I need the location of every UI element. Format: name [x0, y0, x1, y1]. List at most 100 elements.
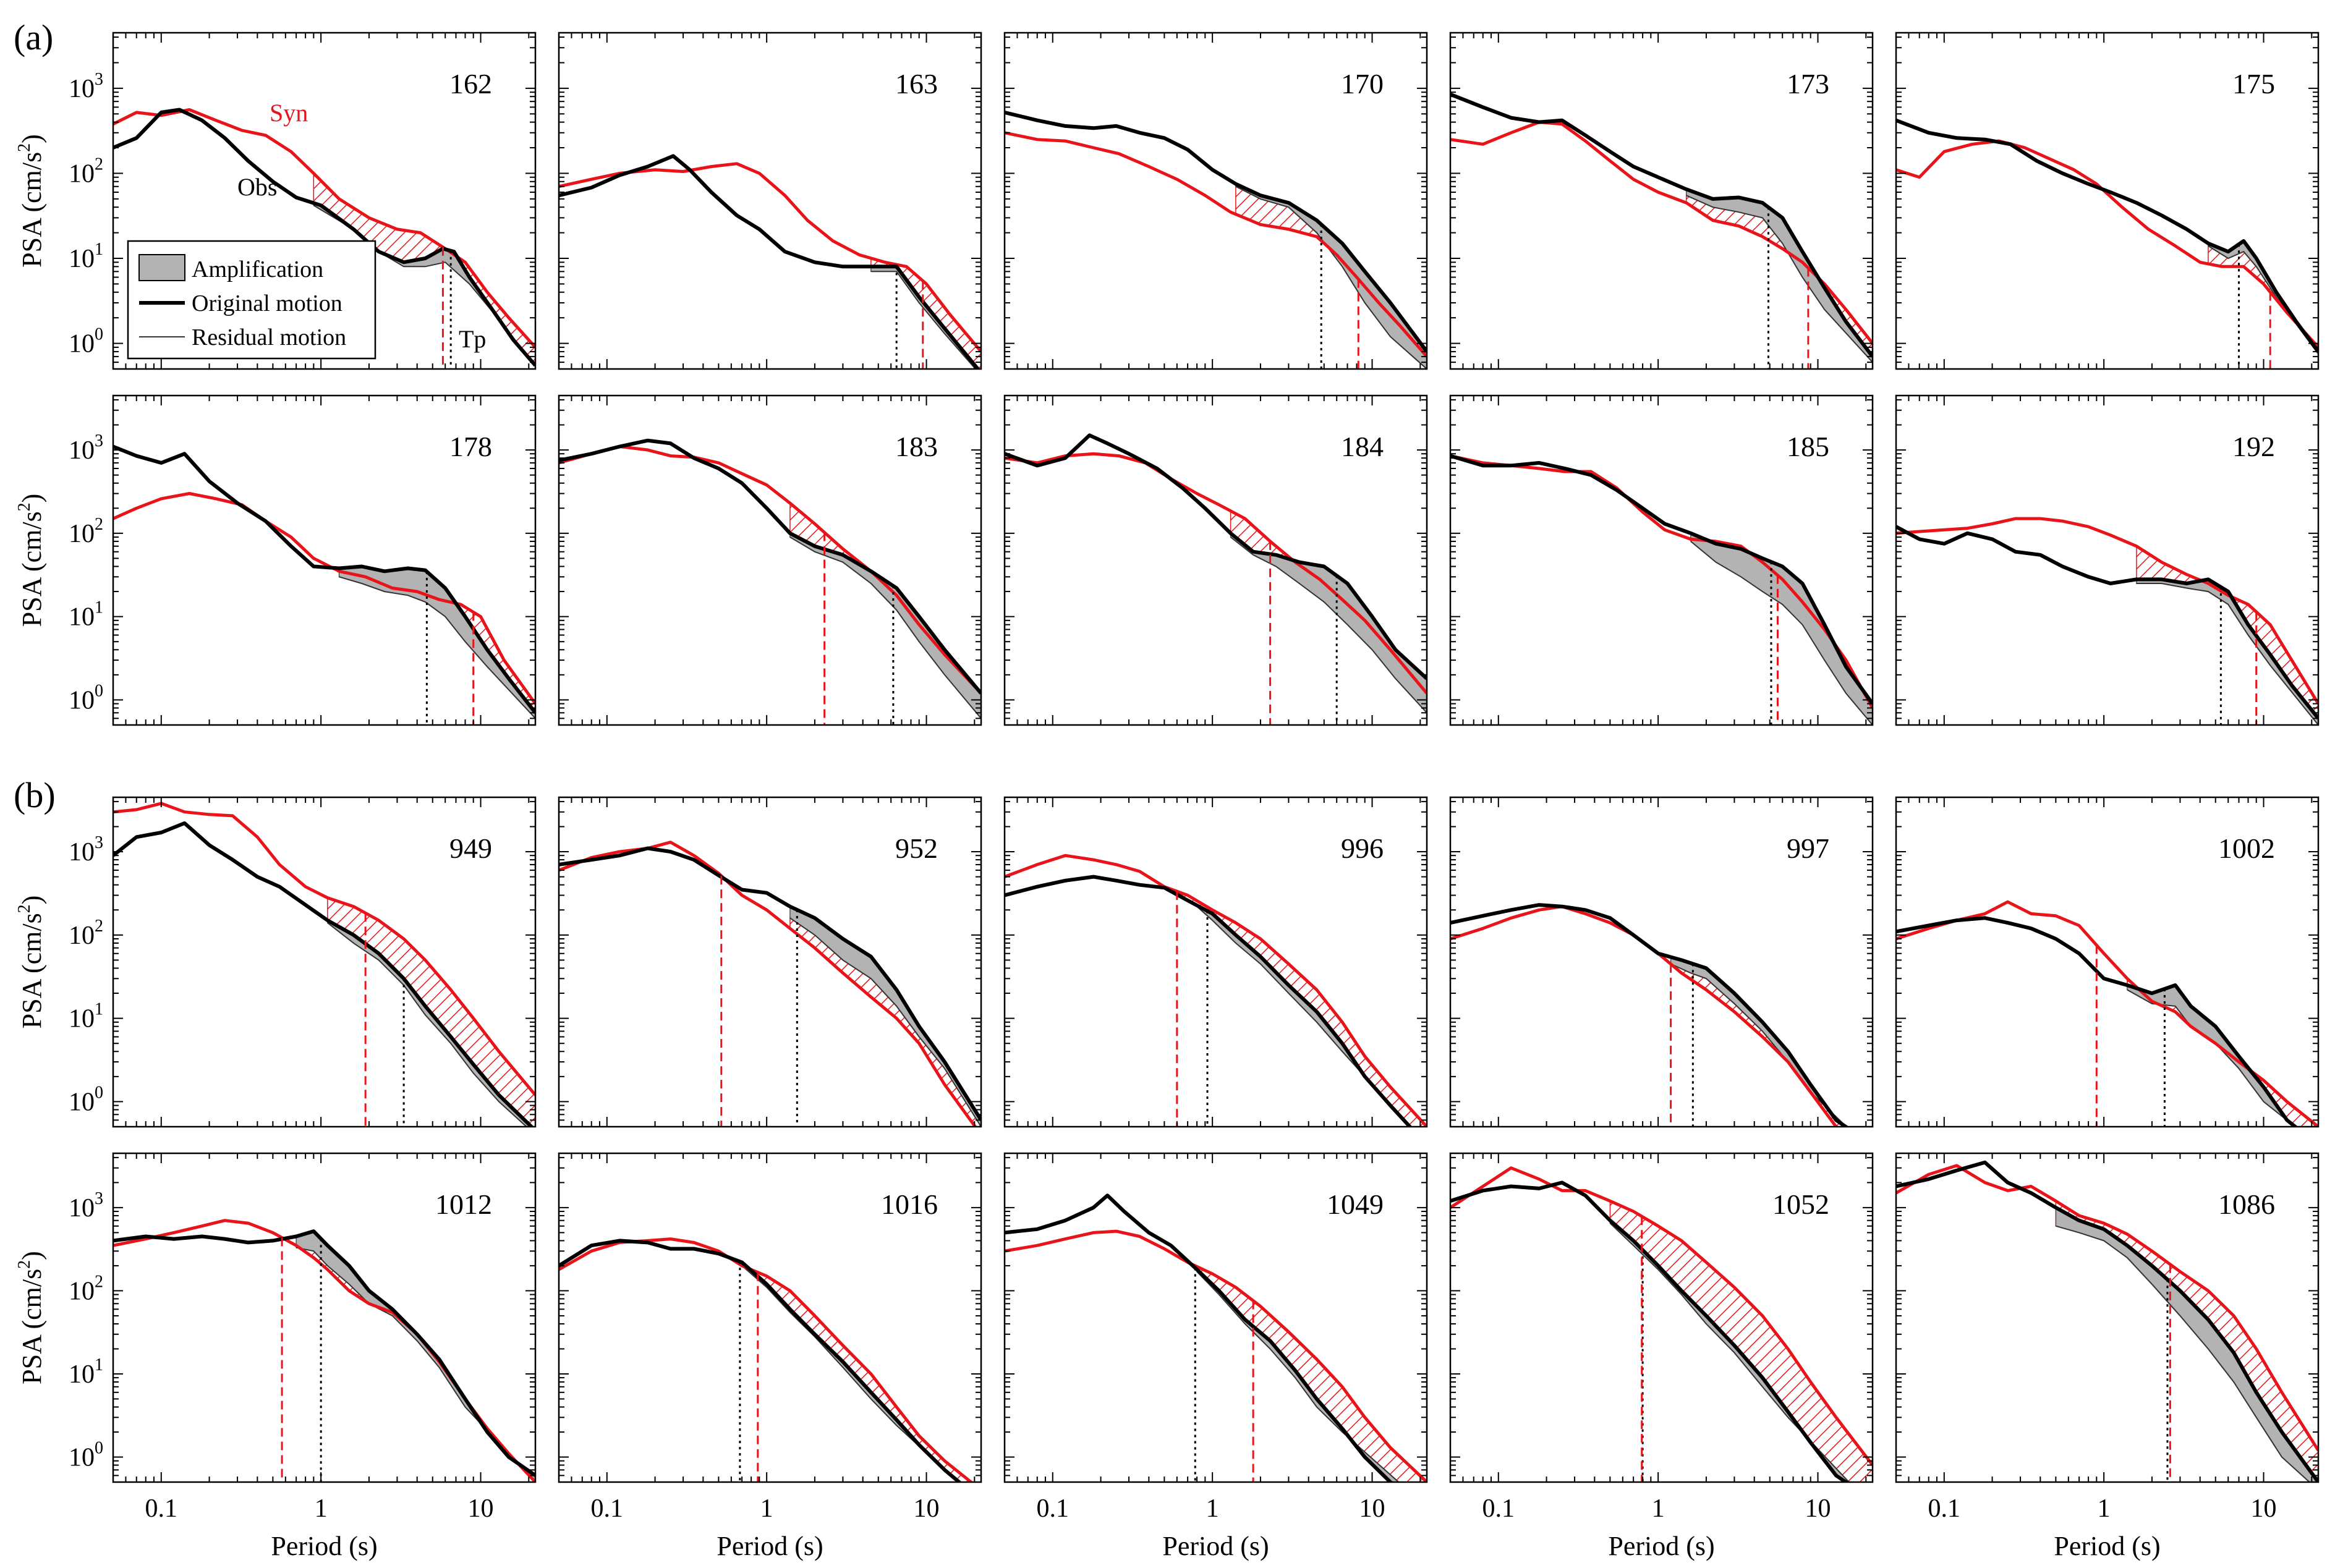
axes-frame-178	[112, 394, 537, 726]
residual-line-952	[789, 917, 981, 1127]
legend-amplification-swatch	[138, 254, 185, 281]
obs-line-173	[1450, 92, 1873, 358]
amplification-fill-178	[338, 566, 535, 719]
syn-line-997	[1450, 905, 1839, 1127]
residual-line-184	[1230, 536, 1427, 713]
x-tick-label: 10	[2251, 1494, 2277, 1523]
syn-line-175	[1896, 139, 2318, 349]
x-axis-label: Period (s)	[717, 1531, 823, 1561]
syn-residual-hatch-163	[870, 257, 981, 369]
x-tick-label: 1	[315, 1494, 328, 1523]
syn-line-952	[559, 841, 977, 1127]
panel-1012: 1012 100 101 102 103 PSA (cm/s2) 0.1 1 10 Period …	[15, 1152, 537, 1561]
residual-line-183	[789, 536, 981, 719]
amplification-fill-185	[1690, 532, 1873, 725]
panel-label-1052: 1052	[1772, 1189, 1829, 1220]
legend: Amplification Original motion Residual mot…	[127, 240, 376, 360]
axes-frame-162	[112, 32, 537, 370]
syn-residual-hatch-184	[1230, 510, 1427, 714]
y-tick-label: 103	[69, 1189, 103, 1223]
amplification-fill-1086	[2055, 1206, 2318, 1482]
panel-175: 175	[1895, 32, 2320, 370]
axes-frame-997	[1449, 796, 1874, 1128]
y-tick-label: 100	[69, 1438, 103, 1472]
obs-line-184	[1005, 433, 1427, 680]
obs-line-997	[1450, 903, 1849, 1127]
panel-label-192: 192	[2232, 431, 2275, 462]
axes-frame-163	[558, 32, 982, 370]
syn-line-173	[1450, 121, 1873, 345]
amplification-fill-996	[1176, 891, 1411, 1127]
panel-label-1049: 1049	[1327, 1189, 1384, 1220]
syn-line-949	[113, 802, 535, 1096]
x-tick-label: 10	[468, 1494, 494, 1523]
syn-line-1052	[1450, 1166, 1873, 1467]
syn-line-178	[113, 492, 535, 705]
obs-line-1016	[559, 1239, 963, 1482]
obs-line-185	[1450, 454, 1873, 705]
y-tick-label: 102	[69, 1272, 103, 1305]
obs-line-162	[113, 108, 535, 367]
panel-996: 996	[1003, 796, 1428, 1128]
axes-frame-952	[558, 796, 982, 1128]
x-tick-label: 1	[1652, 1494, 1665, 1523]
y-tick-label: 101	[69, 240, 103, 273]
axes-frame-1002	[1895, 796, 2320, 1128]
syn-residual-hatch-183	[789, 502, 981, 719]
axes-frame-1016	[558, 1152, 982, 1483]
syn-line-184	[1005, 452, 1427, 695]
panel-label-175: 175	[2232, 68, 2275, 100]
residual-line-173	[1686, 195, 1873, 363]
syn-residual-hatch-175	[2208, 245, 2318, 355]
obs-line-183	[559, 438, 981, 695]
panel-1016: 1016 0.1 1 10 Period (s)	[558, 1152, 982, 1561]
panel-1052: 1052 0.1 1 10 Period (s)	[1449, 1152, 1874, 1561]
obs-line-178	[113, 444, 535, 714]
syn-line-1049	[1005, 1229, 1427, 1482]
panel-label-1086: 1086	[2218, 1189, 2275, 1220]
x-tick-label: 0.1	[1037, 1494, 1070, 1523]
panel-label-949: 949	[449, 833, 492, 864]
obs-line-1086	[1896, 1160, 2318, 1482]
axes-frame-170	[1003, 32, 1428, 370]
x-axis-label: Period (s)	[1608, 1531, 1714, 1561]
panel-label-170: 170	[1341, 68, 1384, 100]
x-axis-label: Period (s)	[2054, 1531, 2160, 1561]
residual-line-1052	[1609, 1223, 1850, 1482]
y-tick-label: 100	[69, 325, 103, 358]
obs-line-1012	[113, 1229, 535, 1477]
obs-line-1002	[1896, 916, 2299, 1127]
axes-frame-185	[1449, 394, 1874, 726]
group-label-a: (a)	[14, 17, 53, 57]
y-tick-label: 103	[69, 833, 103, 867]
y-tick-label: 102	[69, 515, 103, 548]
syn-line-192	[1896, 517, 2318, 705]
residual-line-163	[870, 271, 977, 369]
syn-line-183	[559, 445, 981, 695]
panel-170: 170	[1003, 32, 1428, 370]
obs-line-192	[1896, 525, 2318, 720]
panel-label-996: 996	[1341, 833, 1384, 864]
panel-163: 163	[558, 32, 982, 370]
residual-line-1049	[1196, 1271, 1400, 1482]
y-axis-label: PSA (cm/s2)	[15, 494, 47, 627]
axes-frame-173	[1449, 32, 1874, 370]
syn-line-996	[1005, 854, 1427, 1127]
panel-185: 185	[1449, 394, 1874, 726]
syn-annotation: Syn	[270, 99, 308, 127]
x-tick-label: 10	[1805, 1494, 1831, 1523]
panel-173: 173	[1449, 32, 1874, 370]
panel-label-163: 163	[895, 68, 938, 100]
x-tick-label: 1	[1206, 1494, 1219, 1523]
annotations: Syn Obs Tp	[237, 99, 486, 353]
axes-frame-183	[558, 394, 982, 726]
panel-1049: 1049 0.1 1 10 Period (s)	[1003, 1152, 1428, 1561]
amplification-fill-183	[789, 532, 981, 719]
panel-1002: 1002	[1895, 796, 2320, 1128]
obs-line-1052	[1450, 1180, 1849, 1482]
axes-frame-175	[1895, 32, 2320, 370]
x-tick-label: 0.1	[145, 1494, 178, 1523]
x-tick-label: 1	[2098, 1494, 2111, 1523]
